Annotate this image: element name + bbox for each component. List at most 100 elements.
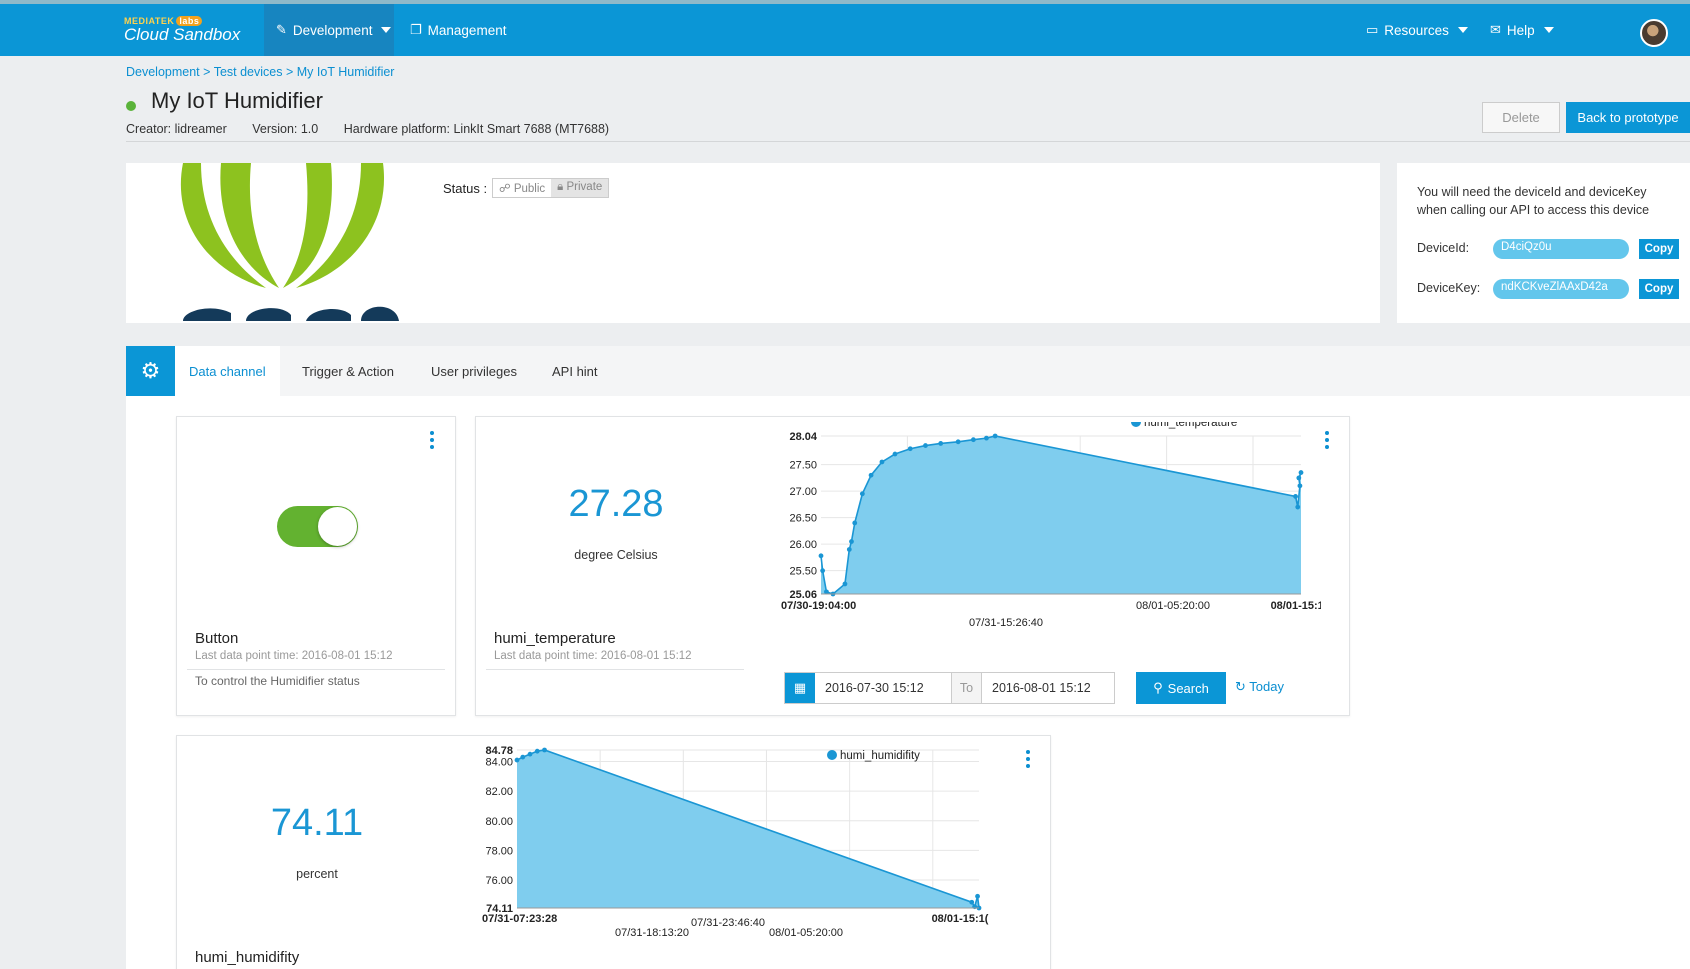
last-data-time: Last data point time: 2016-08-01 15:12 [494, 650, 692, 662]
more-menu-icon[interactable] [1026, 750, 1030, 771]
breadcrumb-test-devices[interactable]: Test devices [213, 65, 283, 79]
data-point [846, 547, 852, 552]
data-point [907, 446, 913, 452]
brand-logo[interactable]: MEDIATEK labs Cloud Sandbox [124, 16, 241, 44]
breadcrumb-current[interactable]: My IoT Humidifier [296, 65, 395, 79]
data-point [892, 451, 898, 457]
nav-management[interactable]: ❐ Management [410, 22, 507, 38]
y-tick-label: 74.11 [486, 903, 513, 915]
y-tick-label: 26.50 [789, 513, 817, 525]
data-point [1295, 504, 1301, 510]
y-tick-label: 84.00 [485, 757, 513, 769]
temperature-channel-card: 27.28 degree Celsius humi_temperature La… [475, 416, 1350, 716]
last-data-time: Last data point time: 2016-08-01 15:12 [195, 650, 393, 662]
data-point [818, 553, 824, 559]
data-point [527, 751, 533, 757]
legend-dot [827, 750, 837, 760]
humidity-channel-card: 74.11 percent humi_humidifity 84.78 84.00… [176, 735, 1051, 969]
data-point [1296, 475, 1302, 481]
data-point [842, 581, 848, 587]
y-tick-label: 27.00 [789, 486, 817, 498]
breadcrumb: Development > Test devices > My IoT Humi… [126, 65, 395, 79]
humidity-unit: percent [296, 867, 338, 881]
nav-help[interactable]: ✉ Help [1490, 4, 1554, 56]
device-id-label: DeviceId: [1417, 241, 1470, 255]
data-point [824, 589, 829, 595]
tab-trigger-action[interactable]: Trigger & Action [302, 363, 395, 379]
tab-api-hint[interactable]: API hint [552, 363, 598, 379]
delete-button[interactable]: Delete [1482, 102, 1560, 133]
device-id-value[interactable]: D4ciQz0u [1493, 239, 1629, 259]
device-image [171, 163, 411, 321]
back-to-prototype-button[interactable]: Back to prototype [1566, 102, 1690, 133]
channel-tabs: ⚙ Data channel Trigger & Action User pri… [126, 346, 1690, 396]
y-tick-label: 25.50 [789, 566, 817, 578]
chevron-down-icon [381, 27, 392, 33]
page-title: My IoT Humidifier [151, 88, 323, 113]
api-info-text: You will need the deviceId and deviceKey… [1417, 185, 1650, 217]
data-point [820, 568, 826, 574]
data-point [520, 754, 526, 760]
nav-resources[interactable]: ▭ Resources [1366, 4, 1468, 56]
creator-text: Creator: lidreamer [126, 122, 227, 136]
search-button[interactable]: ⚲ Search [1136, 672, 1226, 704]
temperature-chart: 28.04 27.50 27.00 26.50 26.00 25.50 25.0607/30… [781, 422, 1321, 629]
series-area [517, 750, 979, 908]
more-menu-icon[interactable] [430, 431, 434, 452]
public-option[interactable]: ☍ Public [499, 183, 546, 195]
humidity-value: 74.11 [270, 802, 364, 844]
chevron-down-icon [1457, 27, 1468, 33]
nav-development[interactable]: ✎ Development [264, 4, 394, 56]
more-menu-icon[interactable] [1325, 431, 1329, 452]
x-tick-label: 08/01-15:1( [1271, 600, 1321, 612]
data-point [542, 747, 547, 753]
chevron-down-icon [1543, 27, 1554, 33]
api-credentials-card: You will need the deviceId and deviceKey… [1397, 163, 1690, 323]
y-tick-label: 25.06 [789, 589, 817, 601]
gears-icon: ⚙ [126, 346, 175, 396]
channel-description: To control the Humidifier status [195, 674, 360, 688]
button-switch[interactable] [277, 506, 358, 547]
data-point [955, 439, 961, 445]
refresh-icon: ↻ [1235, 679, 1246, 694]
x-tick-label: 08/01-05:20:00 [769, 927, 843, 939]
x-tick-label: 07/31-07:23:28 [482, 913, 557, 925]
calendar-icon[interactable]: ▦ [785, 673, 815, 703]
to-label: To [952, 673, 982, 703]
search-icon: ⚲ [1153, 680, 1163, 695]
copy-device-key-button[interactable]: Copy [1639, 279, 1679, 299]
date-from-input[interactable]: 2016-07-30 15:12 [815, 673, 952, 703]
channel-name: Button [195, 630, 239, 647]
date-range-picker: ▦ 2016-07-30 15:12 To 2016-08-01 15:12 [784, 672, 1115, 704]
channel-name: humi_humidifity [195, 949, 300, 966]
today-button[interactable]: ↻ Today [1235, 679, 1284, 694]
data-point [849, 539, 854, 544]
data-point [938, 441, 944, 446]
tab-user-privileges[interactable]: User privileges [431, 363, 517, 379]
device-key-label: DeviceKey: [1417, 281, 1481, 295]
copy-device-id-button[interactable]: Copy [1639, 239, 1679, 259]
copy-icon: ❐ [410, 22, 422, 37]
date-to-input[interactable]: 2016-08-01 15:12 [992, 681, 1091, 695]
tab-data-channel[interactable]: Data channel [175, 346, 280, 396]
device-key-value[interactable]: ndKCKveZlAAxD42a [1493, 279, 1629, 299]
y-tick-label: 76.00 [485, 875, 513, 887]
x-tick-label: 08/01-15:1( [932, 913, 989, 925]
visibility-toggle: ☍ Public 🔒︎ Private [492, 178, 610, 198]
legend-label: humi_humidifity [840, 750, 920, 762]
inbox-icon: ▭ [1366, 22, 1379, 37]
y-tick-label: 27.50 [789, 460, 817, 472]
channel-name: humi_temperature [494, 630, 616, 647]
x-tick-label: 07/31-15:26:40 [969, 617, 1043, 629]
version-text: Version: 1.0 [252, 122, 319, 136]
y-tick-label: 26.00 [789, 539, 817, 551]
private-option[interactable]: 🔒︎ Private [551, 179, 609, 197]
data-point [923, 443, 928, 448]
user-avatar[interactable] [1640, 19, 1668, 47]
breadcrumb-development[interactable]: Development [126, 65, 200, 79]
data-point [852, 520, 858, 526]
y-tick-label: 78.00 [485, 845, 513, 857]
y-tick-label: 84.78 [485, 745, 513, 757]
y-tick-label: 28.04 [789, 431, 817, 443]
y-tick-label: 82.00 [485, 786, 513, 798]
